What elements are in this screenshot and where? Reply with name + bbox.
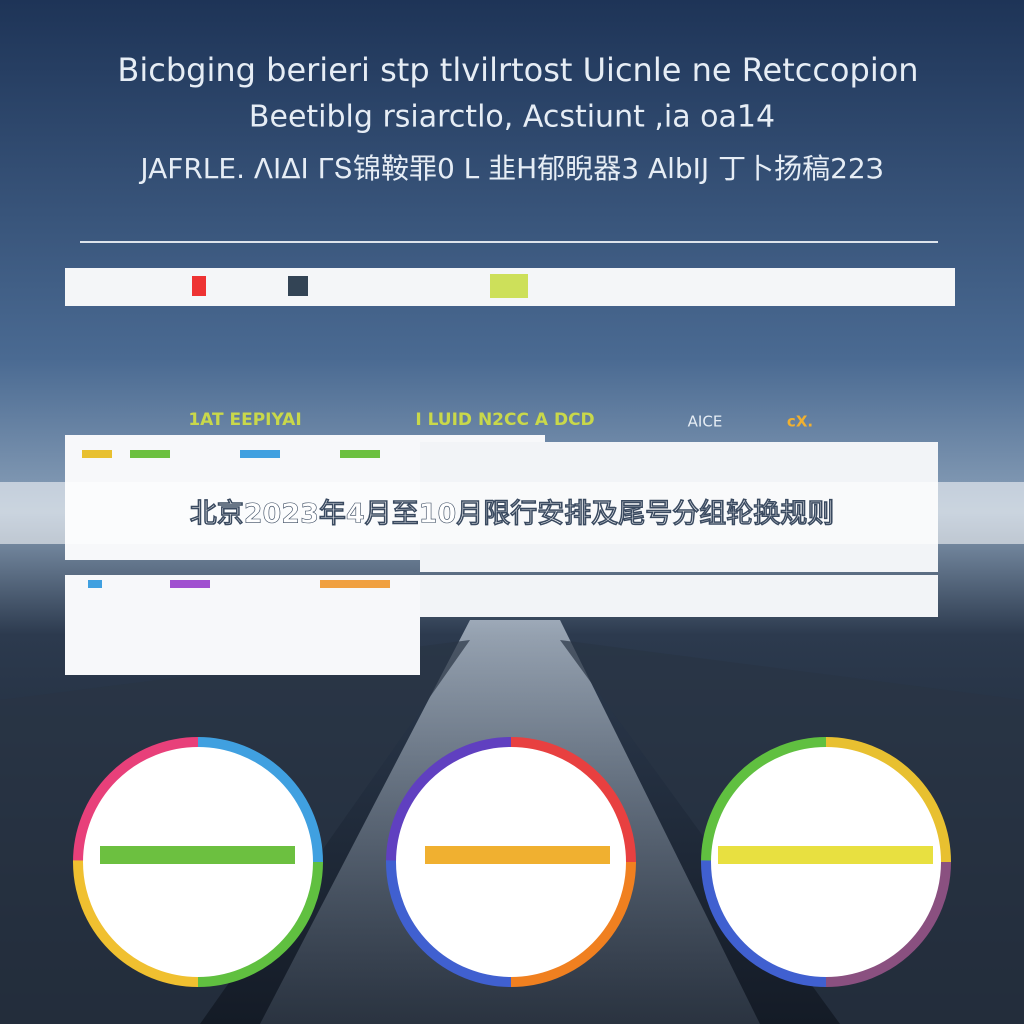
color-chip xyxy=(288,276,308,296)
table-chips xyxy=(82,450,390,588)
ring-badge xyxy=(386,737,636,987)
ring-badge xyxy=(701,737,951,987)
section-label: AICE xyxy=(688,413,723,431)
heading-line: Bicbging berieri stp tlvilrtost Uicnle n… xyxy=(117,51,918,89)
caption: 北京2023年4月至10月限行安排及尾号分组轮换规则 xyxy=(190,498,835,530)
table-panel xyxy=(65,575,420,675)
section-label: cX. xyxy=(787,413,813,431)
heading-line: Beetiblg rsiarctlo, Acstiunt ,ia oa14 xyxy=(249,100,775,135)
table-panel xyxy=(420,575,938,617)
section-label: 1AT EEPIYAI xyxy=(188,410,301,430)
section-label: I LUID N2CC A DCD xyxy=(415,410,594,430)
caption-banner xyxy=(0,482,1024,544)
ring-badge xyxy=(73,737,323,987)
color-chip xyxy=(192,276,206,296)
heading-line: JAFRLE. ΛΙΔΙ ΓՏ锦鞍罪0 L 韭H郁睨器3 AlbIJ 丁卜扬稿2… xyxy=(138,152,883,185)
color-chip xyxy=(490,274,528,298)
